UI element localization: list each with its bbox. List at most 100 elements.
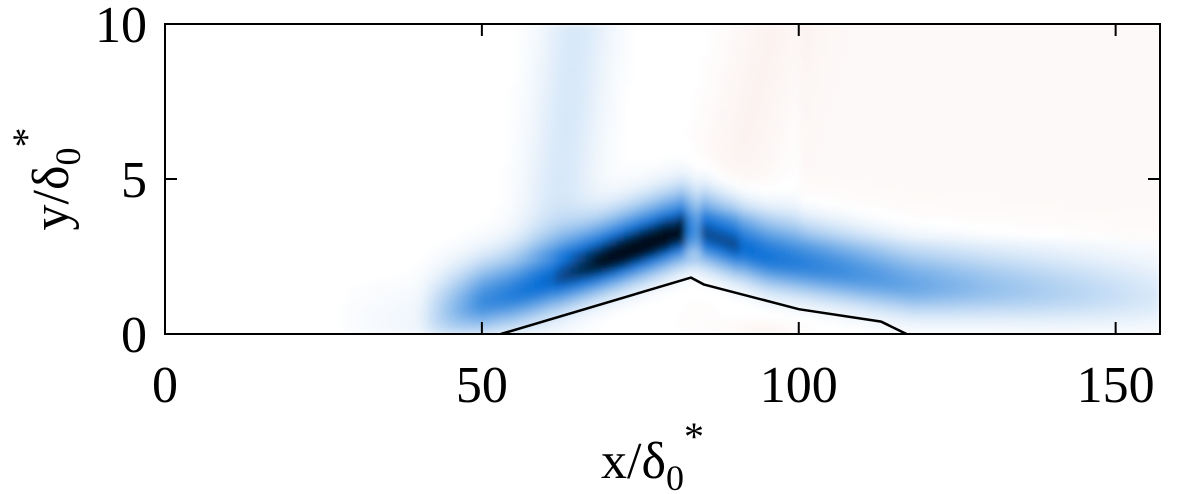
heatmap-cell	[899, 46, 909, 53]
heatmap-cell	[1068, 289, 1077, 296]
heatmap-cell	[976, 273, 985, 280]
heatmap-cell	[1137, 134, 1146, 141]
heatmap-cell	[1098, 118, 1108, 125]
heatmap-cell	[739, 79, 748, 86]
heatmap-cell	[930, 228, 939, 235]
heatmap-cell	[585, 129, 595, 136]
heatmap-cell	[846, 46, 855, 53]
heatmap-cell	[524, 234, 533, 241]
heatmap-cell	[777, 95, 786, 103]
heatmap-cell	[486, 284, 495, 291]
heatmap-cell	[945, 46, 954, 53]
heatmap-cell	[800, 256, 809, 263]
heatmap-cell	[762, 107, 771, 114]
heatmap-cell	[754, 134, 763, 141]
heatmap-cell	[884, 90, 893, 97]
heatmap-cell	[471, 256, 480, 263]
heatmap-cell	[662, 206, 671, 213]
heatmap-cell	[861, 278, 870, 285]
heatmap-cell	[807, 228, 817, 235]
heatmap-cell	[639, 234, 648, 241]
heatmap-cell	[616, 278, 625, 285]
heatmap-cell	[593, 129, 602, 136]
heatmap-cell	[838, 145, 847, 152]
heatmap-cell	[784, 267, 794, 274]
heatmap-cell	[731, 250, 740, 258]
heatmap-cell	[1075, 57, 1085, 64]
heatmap-cell	[922, 79, 931, 86]
heatmap-cell	[708, 317, 717, 324]
heatmap-cell	[807, 179, 817, 186]
heatmap-cell	[700, 90, 710, 97]
heatmap-cell	[777, 228, 786, 235]
heatmap-cell	[899, 62, 909, 69]
heatmap-cell	[463, 245, 472, 252]
heatmap-cell	[762, 129, 771, 136]
heatmap-cell	[830, 140, 840, 147]
heatmap-cell	[968, 68, 977, 75]
heatmap-cell	[723, 217, 732, 224]
heatmap-cell	[371, 306, 380, 313]
heatmap-cell	[861, 173, 870, 180]
heatmap-cell	[517, 201, 526, 208]
heatmap-cell	[486, 322, 495, 330]
heatmap-cell	[930, 151, 939, 158]
heatmap-cell	[708, 51, 717, 58]
heatmap-cell	[1098, 46, 1108, 53]
heatmap-cell	[945, 173, 954, 180]
heatmap-cell	[884, 51, 893, 58]
heatmap-cell	[1068, 29, 1077, 36]
heatmap-cell	[739, 256, 748, 263]
heatmap-cell	[593, 256, 602, 263]
heatmap-cell	[608, 311, 618, 318]
heatmap-cell	[807, 57, 817, 64]
heatmap-cell	[1037, 129, 1046, 136]
heatmap-cell	[746, 112, 755, 119]
heatmap-cell	[838, 167, 847, 175]
heatmap-cell	[1037, 206, 1046, 213]
heatmap-cell	[1129, 101, 1138, 108]
heatmap-cell	[555, 156, 564, 163]
heatmap-cell	[540, 35, 549, 42]
heatmap-cell	[800, 62, 809, 69]
heatmap-cell	[708, 234, 717, 241]
heatmap-cell	[991, 173, 1000, 180]
heatmap-cell	[555, 151, 564, 158]
heatmap-cell	[869, 145, 878, 152]
heatmap-cell	[800, 145, 809, 152]
heatmap-cell	[869, 29, 878, 36]
heatmap-cell	[670, 162, 679, 169]
heatmap-cell	[708, 273, 717, 280]
heatmap-cell	[563, 140, 572, 147]
heatmap-cell	[1106, 101, 1115, 108]
heatmap-cell	[983, 295, 993, 302]
heatmap-cell	[639, 278, 648, 285]
heatmap-cell	[517, 173, 526, 180]
heatmap-cell	[1083, 151, 1092, 158]
heatmap-cell	[792, 278, 801, 285]
heatmap-cell	[570, 57, 579, 64]
heatmap-cell	[892, 151, 901, 158]
heatmap-cell	[448, 317, 457, 324]
heatmap-cell	[754, 151, 763, 158]
heatmap-cell	[1091, 322, 1100, 330]
heatmap-cell	[1144, 322, 1153, 330]
heatmap-cell	[861, 245, 870, 252]
heatmap-cell	[708, 35, 717, 42]
heatmap-cell	[394, 300, 403, 307]
heatmap-cell	[394, 289, 403, 296]
heatmap-cell	[983, 118, 993, 125]
heatmap-cell	[616, 195, 625, 202]
heatmap-cell	[915, 112, 924, 119]
heatmap-cell	[1075, 245, 1085, 252]
heatmap-cell	[1114, 317, 1123, 324]
heatmap-cell	[754, 145, 763, 152]
heatmap-cell	[999, 217, 1008, 224]
heatmap-cell	[907, 90, 916, 97]
heatmap-cell	[876, 284, 886, 291]
heatmap-cell	[578, 228, 587, 235]
heatmap-cell	[1052, 156, 1062, 163]
heatmap-cell	[601, 195, 610, 202]
heatmap-cell	[1068, 151, 1077, 158]
heatmap-cell	[1121, 201, 1130, 208]
